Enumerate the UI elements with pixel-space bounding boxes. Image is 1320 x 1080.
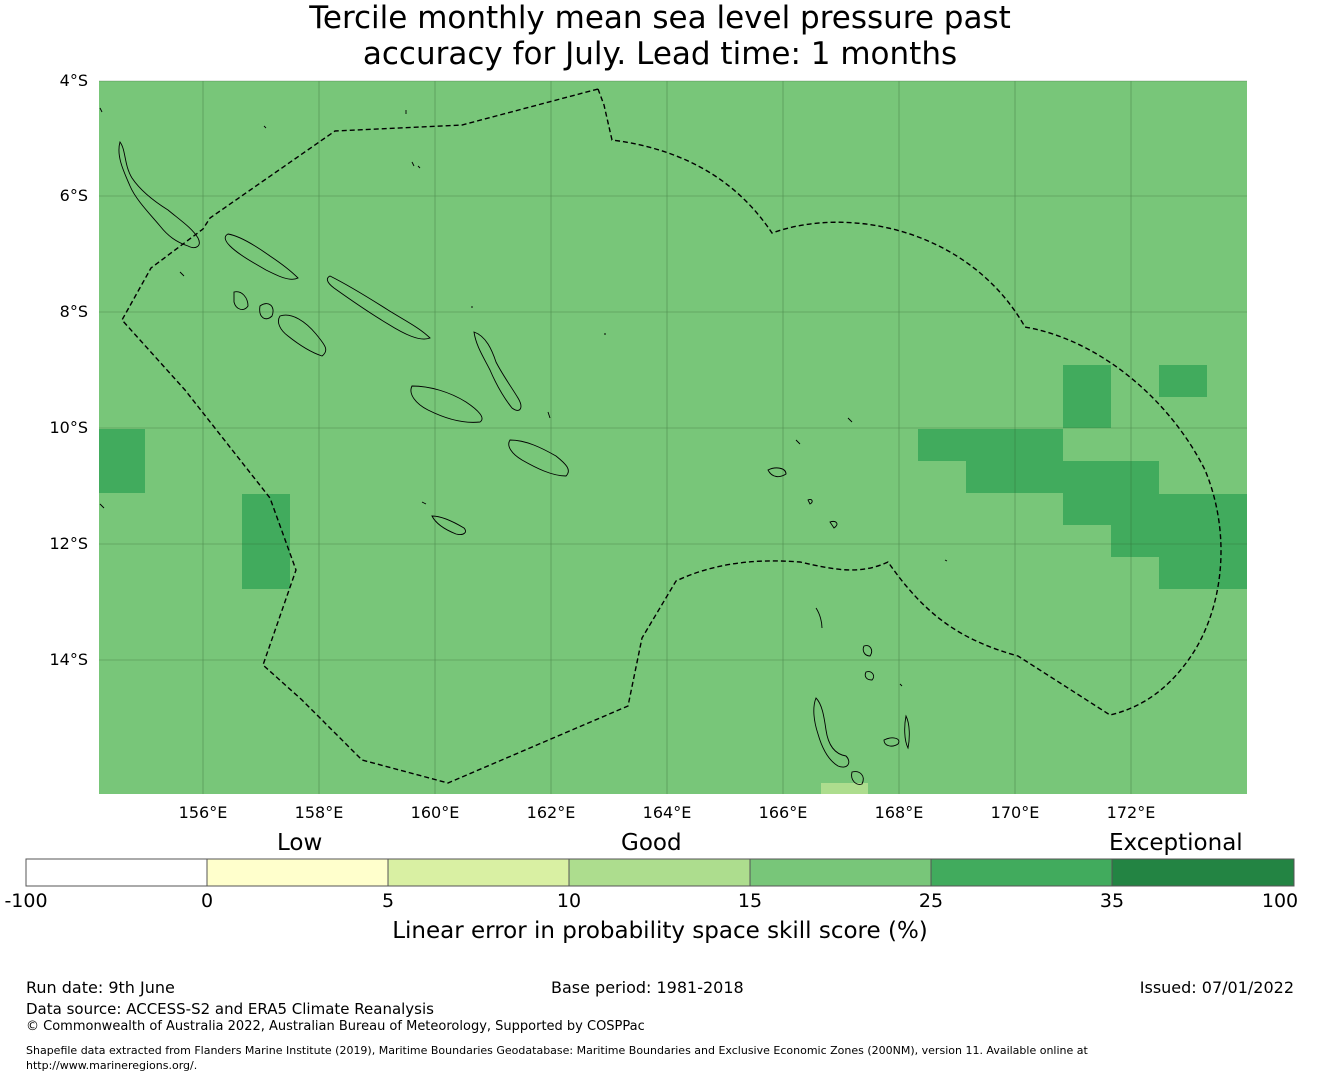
run-date: Run date: 9th June bbox=[26, 978, 175, 997]
lon-label: 170°E bbox=[990, 803, 1040, 822]
island-rennell bbox=[431, 515, 467, 535]
data-source: Data source: ACCESS-S2 and ERA5 Climate … bbox=[26, 1000, 434, 1018]
colorbar-tick: 5 bbox=[381, 890, 395, 912]
lat-label: 14°S bbox=[49, 650, 88, 669]
island-new-georgia bbox=[233, 291, 327, 357]
colorbar-swatch bbox=[930, 858, 1113, 887]
lon-label: 172°E bbox=[1106, 803, 1156, 822]
lat-label: 10°S bbox=[49, 418, 88, 437]
colorbar-tick: 0 bbox=[200, 890, 214, 912]
skill-cell bbox=[99, 429, 145, 493]
colorbar-label: Linear error in probability space skill … bbox=[392, 918, 928, 944]
lat-label: 8°S bbox=[59, 302, 88, 321]
colorbar-category-good: Good bbox=[621, 830, 682, 856]
eez-boundary bbox=[121, 88, 1222, 784]
base-period: Base period: 1981-2018 bbox=[551, 978, 744, 997]
lon-label: 158°E bbox=[294, 803, 344, 822]
lon-label: 164°E bbox=[642, 803, 692, 822]
island-santa-cruz bbox=[767, 467, 838, 529]
colorbar-swatch bbox=[25, 858, 208, 887]
lon-label: 156°E bbox=[178, 803, 228, 822]
chart-title-line-2: accuracy for July. Lead time: 1 months bbox=[362, 36, 958, 72]
colorbar-tick: 25 bbox=[918, 890, 944, 912]
island-santa-isabel bbox=[326, 275, 431, 340]
lon-label: 168°E bbox=[874, 803, 924, 822]
shapefile-url: http://www.marineregions.org/. bbox=[26, 1059, 198, 1072]
lat-label: 12°S bbox=[49, 534, 88, 553]
high-skill-cells bbox=[99, 365, 1247, 589]
skill-cell bbox=[966, 461, 1063, 493]
colorbar-swatch bbox=[568, 858, 751, 887]
gridlines bbox=[99, 80, 1247, 794]
colorbar-swatch bbox=[1111, 858, 1295, 887]
colorbar-tick: 100 bbox=[1261, 890, 1299, 912]
colorbar-category-low: Low bbox=[277, 830, 323, 856]
skill-cell bbox=[1063, 365, 1111, 428]
island-malekula bbox=[883, 714, 910, 750]
colorbar-swatch bbox=[387, 858, 570, 887]
issued-date: Issued: 07/01/2022 bbox=[1139, 978, 1294, 997]
lat-label: 4°S bbox=[59, 71, 88, 90]
island-makira bbox=[508, 439, 569, 477]
lat-label: 6°S bbox=[59, 186, 88, 205]
colorbar-tick: -100 bbox=[4, 890, 48, 912]
island-malaita bbox=[473, 331, 522, 411]
colorbar-category-exceptional: Exceptional bbox=[1109, 830, 1243, 856]
colorbar-tick: 10 bbox=[556, 890, 582, 912]
island-bougainville bbox=[118, 141, 200, 249]
coastlines bbox=[99, 107, 948, 785]
island-small bbox=[99, 107, 948, 687]
skill-cell bbox=[1159, 365, 1207, 397]
skill-cell bbox=[1111, 525, 1159, 557]
island-choiseul bbox=[224, 233, 299, 280]
lon-label: 160°E bbox=[410, 803, 460, 822]
lon-label: 162°E bbox=[526, 803, 576, 822]
island-espiritu-santo bbox=[813, 697, 850, 768]
island-banks-torres bbox=[815, 607, 875, 681]
colorbar bbox=[25, 858, 1295, 887]
skill-cell bbox=[242, 494, 290, 589]
island-guadalcanal bbox=[410, 385, 483, 423]
colorbar-tick: 35 bbox=[1099, 890, 1125, 912]
low-skill-cell bbox=[821, 783, 868, 794]
lon-label: 166°E bbox=[758, 803, 808, 822]
colorbar-tick: 15 bbox=[737, 890, 763, 912]
island-ambae bbox=[851, 771, 864, 785]
map-background bbox=[99, 81, 1247, 794]
skill-cell bbox=[918, 429, 1063, 461]
skill-cell bbox=[1063, 461, 1159, 525]
shapefile-credit: Shapefile data extracted from Flanders M… bbox=[26, 1044, 1088, 1057]
copyright: © Commonwealth of Australia 2022, Austra… bbox=[26, 1019, 645, 1034]
skill-cell bbox=[1159, 494, 1247, 589]
chart-title-line-1: Tercile monthly mean sea level pressure … bbox=[309, 0, 1011, 36]
colorbar-swatch bbox=[206, 858, 389, 887]
colorbar-swatch bbox=[749, 858, 932, 887]
